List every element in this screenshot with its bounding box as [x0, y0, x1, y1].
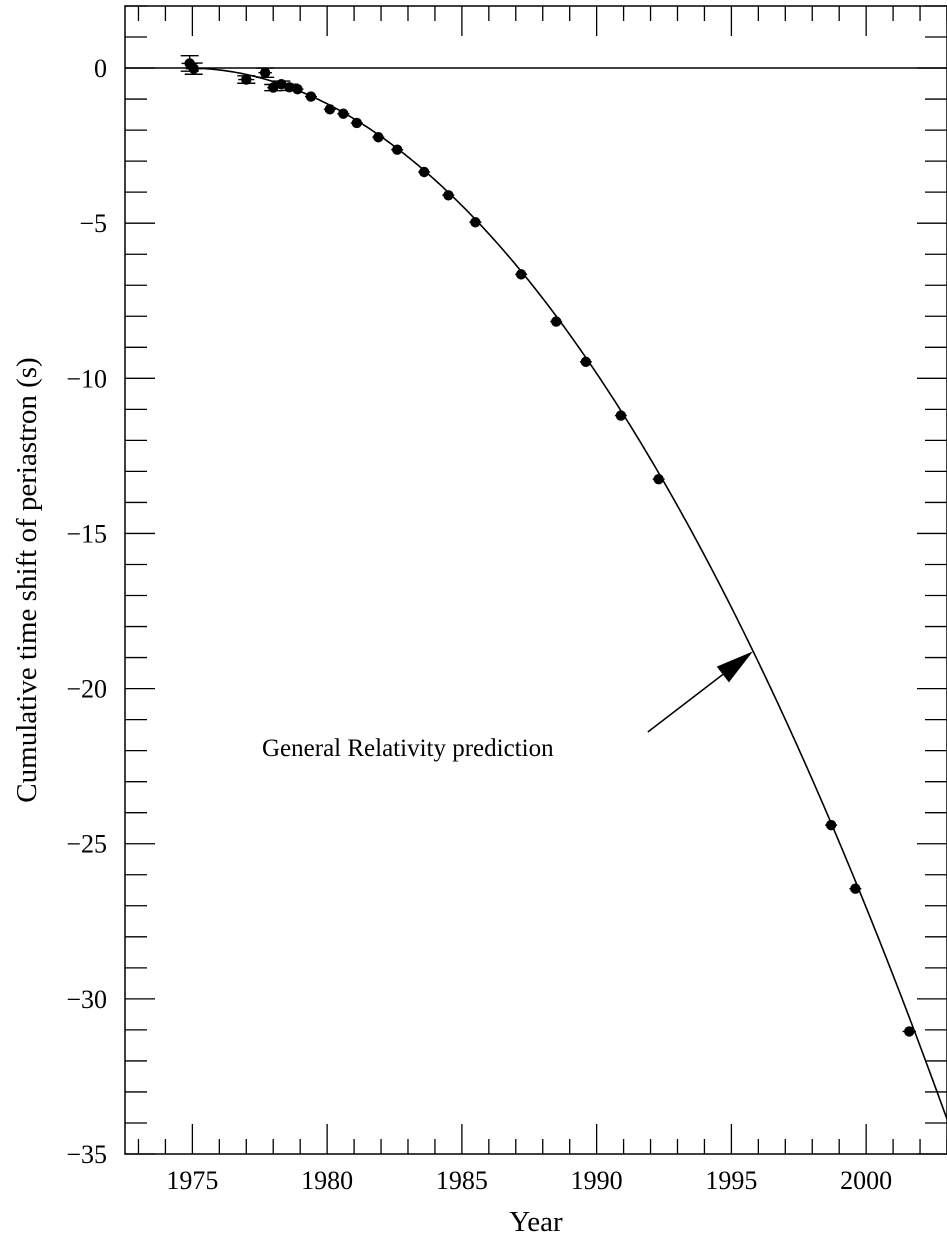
x-tick-labels: 1975 1980 1985 1990 1995 2000 [166, 1166, 892, 1195]
data-marker [284, 82, 295, 93]
data-marker [580, 356, 592, 368]
data-point [237, 74, 256, 85]
data-marker [515, 269, 527, 280]
y-tick-label: −20 [66, 675, 107, 704]
data-marker [324, 104, 336, 115]
gr-prediction-curve [186, 67, 947, 1120]
data-point [515, 269, 528, 280]
data-point [614, 410, 627, 421]
data-point [825, 819, 838, 831]
data-point [291, 83, 304, 95]
y-tick-label: −5 [79, 209, 107, 238]
data-marker [418, 166, 430, 178]
annotation-label: General Relativity prediction [262, 735, 554, 762]
data-marker [850, 883, 861, 894]
data-marker [292, 83, 303, 95]
y-tick-label: −35 [66, 1140, 107, 1169]
x-tick-label: 1990 [571, 1166, 623, 1195]
data-point [323, 104, 336, 115]
data-point [902, 1026, 917, 1037]
data-marker [825, 819, 837, 831]
plot-frame [124, 5, 947, 1155]
data-marker [305, 91, 317, 102]
y-axis-title: Cumulative time shift of periastron (s) [11, 357, 43, 802]
data-point [469, 217, 482, 228]
data-marker [551, 316, 562, 327]
x-axis-title: Year [509, 1206, 563, 1238]
data-marker [615, 410, 627, 421]
data-marker [338, 108, 349, 119]
annotation-arrow-line [647, 673, 724, 733]
data-point [579, 356, 592, 368]
y-tick-label: 0 [94, 54, 107, 83]
data-marker [241, 74, 252, 85]
x-tick-label: 1995 [705, 1166, 757, 1195]
data-point [442, 190, 455, 201]
data-marker [904, 1026, 915, 1037]
data-point [372, 132, 385, 143]
x-tick-label: 2000 [840, 1166, 892, 1195]
x-tick-label: 1980 [301, 1166, 353, 1195]
data-point [184, 62, 203, 75]
data-point [391, 144, 404, 155]
data-marker [351, 117, 362, 129]
y-tick-labels: 0 −5 −10 −15 −20 −25 −30 −35 [66, 54, 107, 1169]
data-point [256, 67, 275, 79]
data-points [180, 54, 917, 1037]
axis-ticks [125, 5, 947, 1155]
data-point [652, 473, 665, 485]
data-marker [653, 473, 664, 485]
data-point [550, 316, 563, 327]
data-point [304, 91, 317, 102]
y-tick-label: −25 [66, 830, 107, 859]
annotation-arrow-head [716, 651, 753, 683]
data-marker [373, 132, 384, 143]
data-marker [188, 63, 199, 74]
data-point [418, 166, 431, 178]
x-tick-label: 1975 [166, 1166, 218, 1195]
y-tick-label: −10 [66, 364, 107, 393]
y-tick-label: −15 [66, 519, 107, 548]
data-point [350, 117, 363, 129]
y-tick-label: −30 [66, 985, 107, 1014]
data-point [337, 108, 350, 119]
data-point [849, 883, 862, 894]
data-marker [259, 67, 271, 78]
data-marker [392, 144, 403, 155]
data-marker [470, 217, 481, 228]
x-tick-label: 1985 [436, 1166, 488, 1195]
annotation: General Relativity prediction [262, 651, 753, 762]
data-marker [443, 190, 454, 201]
